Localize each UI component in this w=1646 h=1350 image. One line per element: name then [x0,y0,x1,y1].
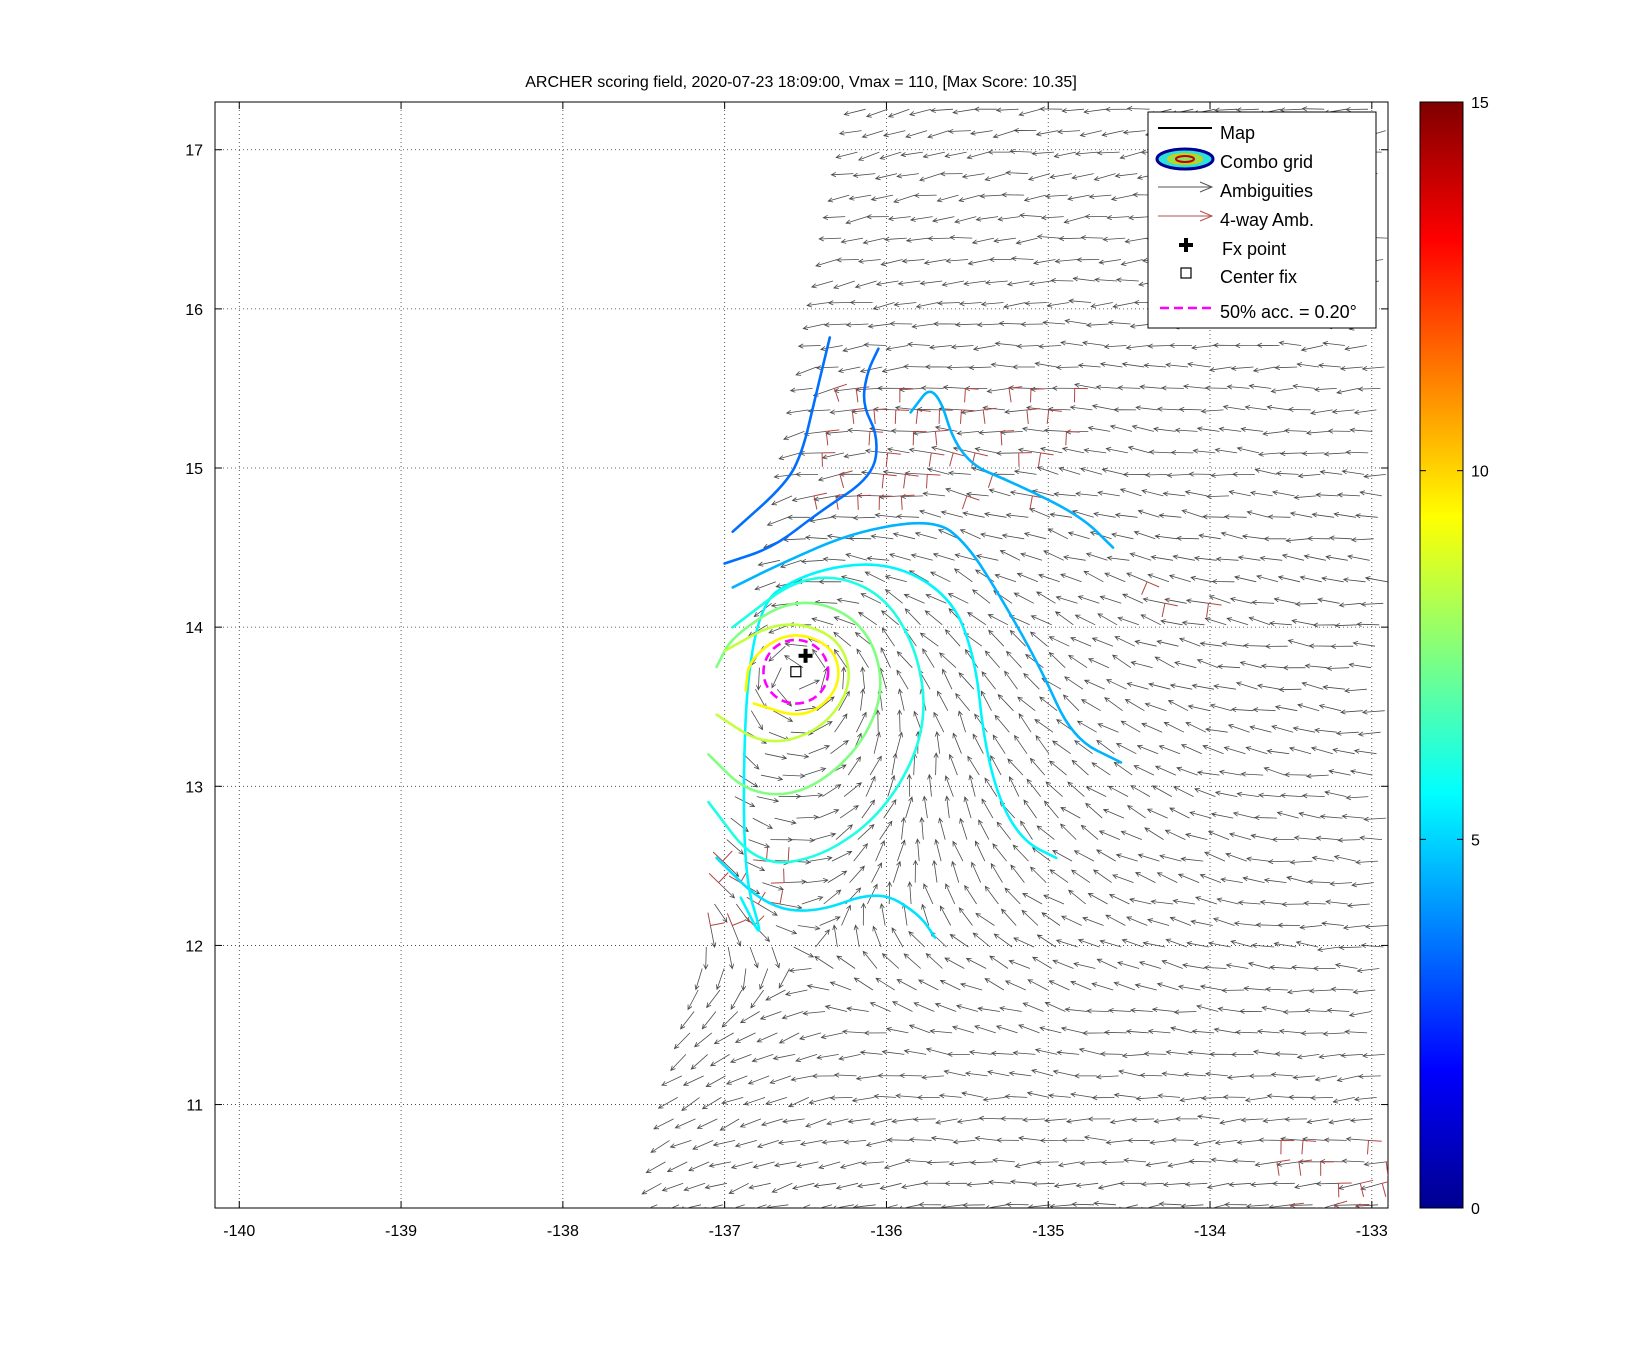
accuracy-circle [762,638,830,705]
legend-label-center-fix: Center fix [1220,267,1297,287]
score-contour [739,563,1058,932]
center-fix-marker [790,666,802,678]
y-tick-label: 14 [185,620,203,637]
x-tick-label: -138 [547,1223,579,1240]
y-tick-label: 15 [185,461,203,478]
legend-swatch-center-fix [1180,267,1192,279]
ambiguity-arrows [641,106,1388,1208]
colorbar-tick-label: 15 [1471,95,1489,112]
y-tick-label: 13 [185,779,203,796]
legend-label-map: Map [1220,123,1255,143]
score-contour [707,576,925,864]
wind-vectors [641,106,1388,1208]
colorbar-tick-label: 5 [1471,832,1480,849]
legend-label-fx-point: Fx point [1222,239,1286,259]
y-tick-label: 12 [185,938,203,955]
score-contour [744,634,840,716]
fx-point-marker [798,648,813,663]
fix-markers [762,638,830,705]
legend-label-accuracy: 50% acc. = 0.20° [1220,302,1357,322]
chart-title: ARCHER scoring field, 2020-07-23 18:09:0… [525,74,1077,91]
colorbar-ticks: 0 5 10 15 [1420,95,1489,1218]
y-tick-label: 16 [185,302,203,319]
legend-label-combo-grid: Combo grid [1220,152,1313,172]
legend-swatch-combo-grid [1155,147,1215,171]
x-tick-label: -137 [709,1223,741,1240]
y-ticks: 11 12 13 14 15 16 17 [185,143,1388,1115]
score-contour [715,623,850,743]
x-tick-label: -133 [1356,1223,1388,1240]
colorbar-tick-label: 0 [1471,1201,1480,1218]
x-tick-label: -136 [870,1223,902,1240]
legend-label-ambiguities: Ambiguities [1220,181,1313,201]
legend: Map Combo grid Ambiguities 4-way Amb. Fx… [1147,111,1377,329]
legend-swatch-fx-point [1179,238,1193,252]
colorbar-gradient [1419,101,1464,1209]
legend-swatch-ambiguities [1158,181,1214,193]
colorbar-tick-label: 10 [1471,464,1489,481]
y-tick-label: 11 [186,1098,203,1115]
score-contour [909,390,1115,549]
x-tick-label: -134 [1194,1223,1226,1240]
x-ticks: -140 -139 -138 -137 -136 -135 -134 -133 [223,102,1388,1240]
score-contour [707,601,882,796]
score-contour [731,336,832,533]
x-tick-label: -140 [223,1223,255,1240]
colorbar: 0 5 10 15 [1419,95,1489,1218]
score-contours [707,336,1123,939]
score-contour [731,521,1123,764]
x-tick-label: -135 [1032,1223,1064,1240]
four-way-ambiguity-arrows [707,383,1388,1208]
x-tick-label: -139 [385,1223,417,1240]
y-tick-label: 17 [185,143,203,160]
score-contour [715,856,937,939]
score-contour [723,347,880,565]
legend-label-4way: 4-way Amb. [1220,210,1314,230]
legend-swatch-4way [1158,210,1214,222]
